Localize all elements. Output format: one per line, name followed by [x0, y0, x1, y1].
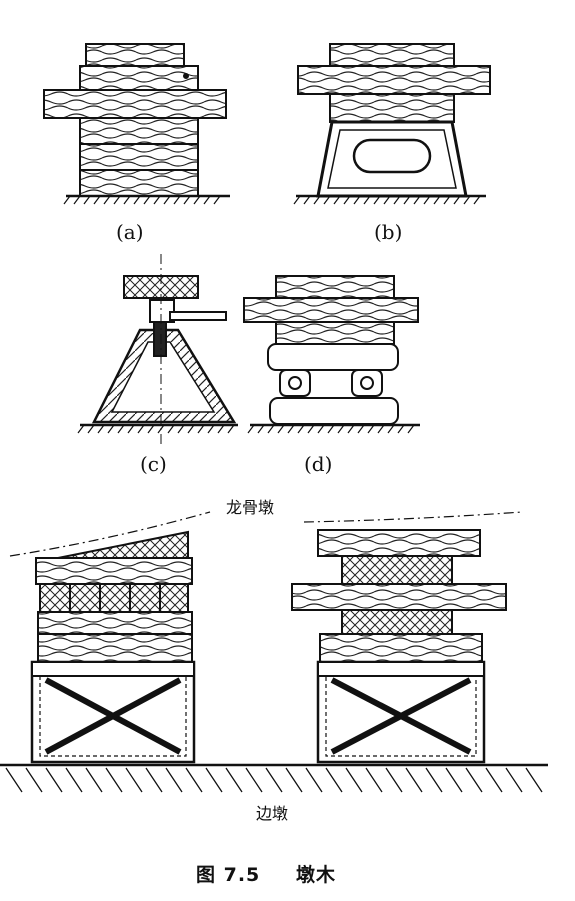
drawing-a — [43, 43, 230, 205]
drawing-b — [293, 43, 491, 205]
drawing-c — [77, 254, 238, 444]
keel-pier-left — [9, 511, 211, 764]
drawing-d — [243, 275, 420, 434]
label-d: (d) — [304, 452, 333, 476]
keel-pier-label: 龙骨墩 — [226, 498, 275, 517]
figure-number: 图 7.5 — [196, 864, 261, 886]
keel-pier-right — [291, 511, 523, 764]
figure-title: 墩木 — [296, 864, 337, 886]
label-b: (b) — [374, 220, 403, 244]
ground-line — [0, 763, 548, 793]
side-pier-label: 边墩 — [256, 804, 289, 823]
label-c: (c) — [140, 452, 167, 476]
label-a: (a) — [116, 220, 144, 244]
